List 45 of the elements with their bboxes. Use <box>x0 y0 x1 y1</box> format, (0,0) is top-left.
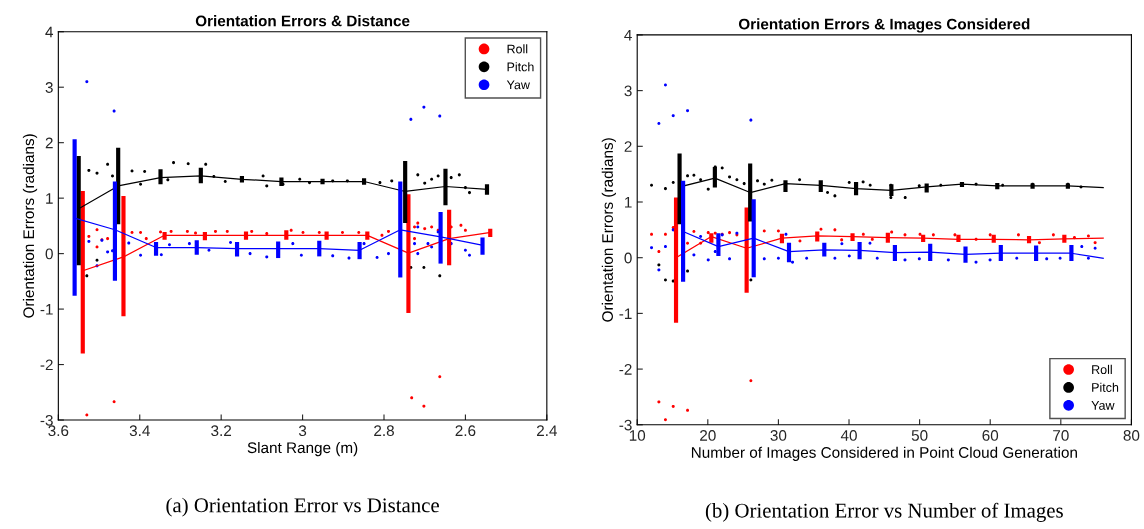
chart-title: Orientation Errors & Images Considered <box>738 18 1030 33</box>
legend-label: Roll <box>1092 364 1112 375</box>
x-tick-label: 10 <box>629 430 646 441</box>
chart-title: Orientation Errors & Distance <box>195 15 410 27</box>
y-tick-label: 1 <box>625 197 632 208</box>
text: (a) Orientation Error vs Distance <box>166 497 439 517</box>
y-tick-label: 2 <box>624 141 632 152</box>
y-tick-label: 2 <box>45 137 53 149</box>
text: (b) Orientation Error vs Number of Images <box>705 502 1063 522</box>
y-tick-label: 4 <box>45 26 54 38</box>
legend-label: Yaw <box>506 80 530 90</box>
x-tick-label: 3.6 <box>48 425 69 437</box>
y-tick-label: -2 <box>40 359 53 371</box>
y-tick-label: 1 <box>46 193 53 204</box>
y-tick-label: -2 <box>619 363 632 375</box>
x-tick-label: 70 <box>1053 430 1069 441</box>
y-tick-label: -3 <box>619 419 632 431</box>
x-tick-label: 2.6 <box>455 425 476 437</box>
y-tick-label: 4 <box>624 29 632 41</box>
x-tick-label: 60 <box>982 430 999 441</box>
y-tick-label: 3 <box>45 82 53 93</box>
x-tick-label: 30 <box>770 430 787 441</box>
y-tick-label: -3 <box>40 414 53 426</box>
legend-label: Pitch <box>507 62 534 72</box>
y-axis-title: Orientation Errors (radians) <box>601 138 616 322</box>
x-tick-label: 3 <box>298 425 307 437</box>
x-axis-title: Slant Range (m) <box>247 441 358 457</box>
x-axis-title: Number of Images Considered in Point Cloud Generation <box>691 446 1077 461</box>
legend-label: Yaw <box>1091 401 1115 410</box>
y-tick-label: -1 <box>40 304 53 315</box>
x-tick-label: 20 <box>700 430 716 441</box>
x-tick-label: 2.4 <box>536 425 557 436</box>
x-tick-label: 80 <box>1123 430 1140 441</box>
legend-label: Pitch <box>1092 382 1119 392</box>
y-tick-label: 3 <box>624 85 632 97</box>
y-tick-label: -1 <box>619 308 632 319</box>
x-tick-label: 2.8 <box>374 425 394 437</box>
x-tick-label: 3.2 <box>211 425 232 437</box>
x-tick-label: 50 <box>911 430 928 441</box>
y-axis-title: Orientation Errors (radians) <box>22 134 38 318</box>
legend-label: Roll <box>507 44 528 54</box>
x-tick-label: 40 <box>840 430 857 441</box>
y-tick-label: 0 <box>624 252 632 264</box>
y-tick-label: 0 <box>45 248 53 260</box>
x-tick-label: 3.4 <box>129 425 150 437</box>
